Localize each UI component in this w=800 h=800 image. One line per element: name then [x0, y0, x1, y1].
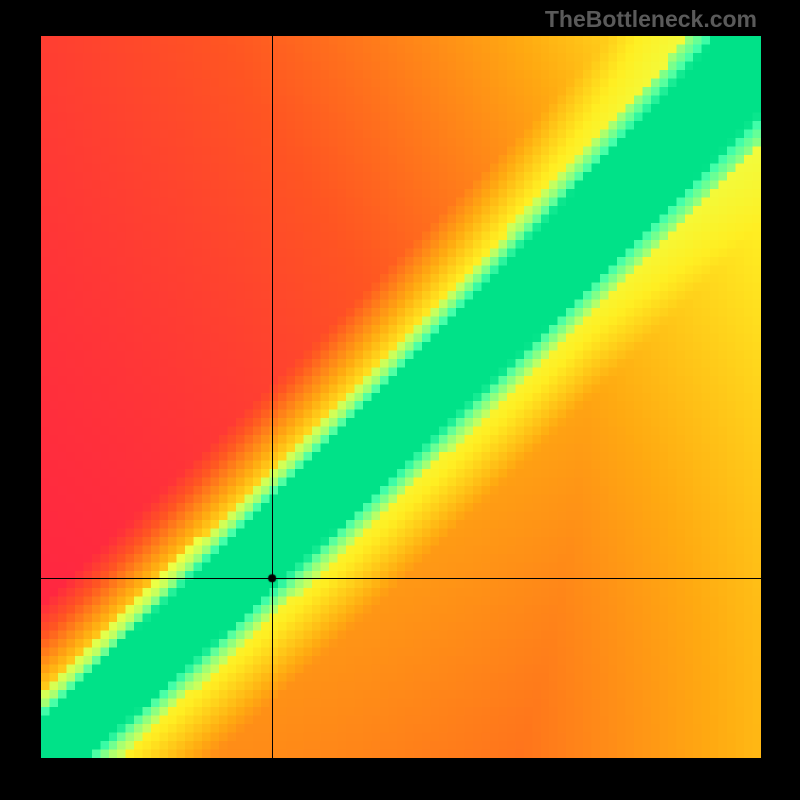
watermark-label: TheBottleneck.com — [545, 6, 757, 33]
crosshair-dot — [0, 0, 800, 800]
chart-container: TheBottleneck.com — [0, 0, 800, 800]
